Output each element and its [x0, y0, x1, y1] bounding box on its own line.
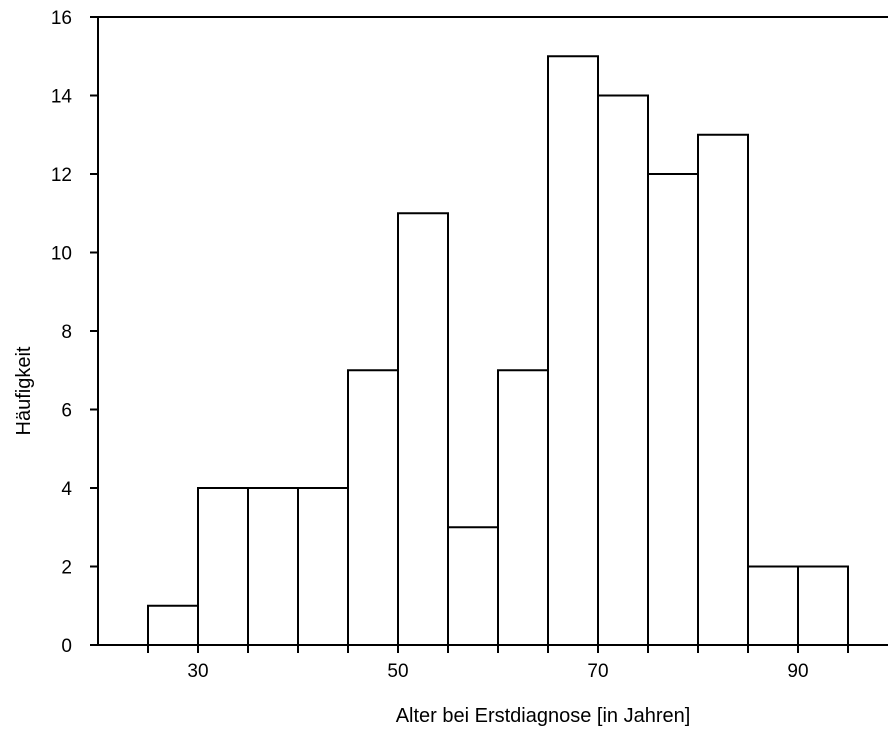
- histogram-bar-25-30: [147, 604, 199, 646]
- histogram-bar-80-85: [697, 133, 749, 646]
- y-axis-title: Häufigkeit: [13, 346, 35, 435]
- histogram-bar-40-45: [297, 487, 349, 646]
- y-tick-label-0: 0: [61, 636, 72, 657]
- histogram-bar-65-70: [547, 55, 599, 646]
- y-tick-label-8: 8: [61, 322, 72, 343]
- histogram-bar-60-65: [497, 369, 549, 646]
- histogram-bar-75-80: [647, 173, 699, 646]
- labels-layer: 30 50 70 90 0 2 4 6 8 10 12 14 16: [51, 8, 809, 682]
- y-tick-label-4: 4: [61, 479, 72, 500]
- histogram-bar-90-95: [797, 565, 849, 646]
- y-tick-label-16: 16: [51, 8, 72, 29]
- histogram-bar-45-50: [347, 369, 399, 646]
- x-tick-label-30: 30: [187, 661, 208, 682]
- histogram-bar-30-35: [197, 487, 249, 646]
- y-tick-label-14: 14: [51, 87, 73, 108]
- x-tick-label-50: 50: [387, 661, 408, 682]
- histogram-bar-70-75: [597, 94, 649, 646]
- histogram-bar-50-55: [397, 212, 449, 646]
- x-tick-label-90: 90: [787, 661, 808, 682]
- y-tick-label-10: 10: [51, 244, 72, 265]
- x-tick-label-70: 70: [587, 661, 608, 682]
- y-tick-label-6: 6: [61, 401, 72, 422]
- ticks-layer: [90, 16, 849, 653]
- y-tick-label-12: 12: [51, 165, 72, 186]
- bars-layer: [147, 55, 849, 646]
- histogram-bar-35-40: [247, 487, 299, 646]
- y-tick-label-2: 2: [61, 558, 72, 579]
- histogram-bar-55-60: [447, 526, 499, 646]
- x-axis-title: Alter bei Erstdiagnose [in Jahren]: [396, 705, 691, 727]
- histogram-bar-85-90: [747, 565, 799, 646]
